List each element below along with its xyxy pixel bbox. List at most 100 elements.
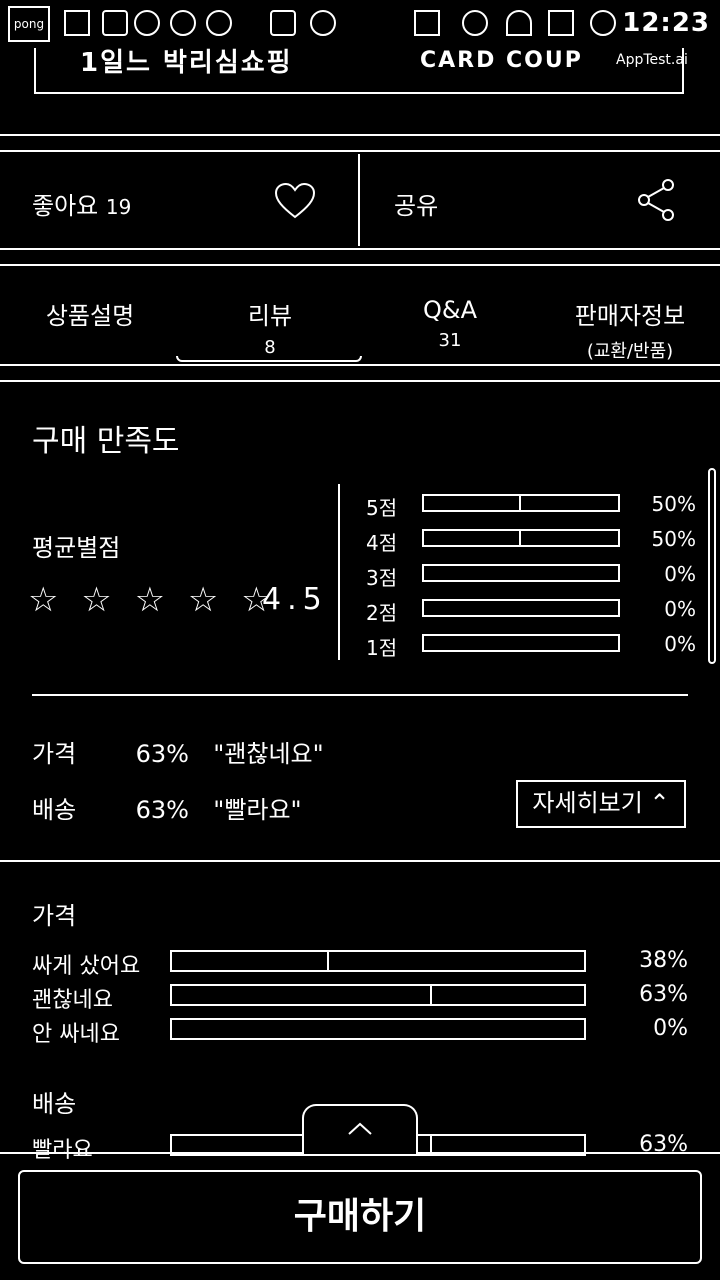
divider: [0, 134, 720, 136]
row-label: 싸게 샀어요: [32, 954, 141, 979]
price-label: 가격: [32, 740, 77, 768]
tab-label: 상품설명: [45, 302, 135, 330]
delivery-summary: 배송 63% "빨라요": [32, 790, 302, 825]
rating-row: 2점 0%: [366, 597, 696, 625]
rating-row: 1점 0%: [366, 632, 696, 660]
breakdown-row: 안 싸네요 0%: [32, 1016, 688, 1047]
like-button[interactable]: 좋아요 19: [0, 152, 358, 248]
row-label: 5점: [366, 496, 398, 520]
rating-row: 3점 0%: [366, 562, 696, 590]
share-icon: [638, 179, 674, 221]
row-percent: 63%: [639, 982, 688, 1007]
divider: [32, 694, 688, 696]
average-score: 4.5: [262, 582, 328, 617]
progress-bar: [422, 564, 620, 582]
row-label: 1점: [366, 636, 398, 660]
tab-reviews[interactable]: 리뷰 8: [180, 296, 360, 358]
row-label: 안 싸네요: [32, 1022, 120, 1047]
minus-icon: [462, 10, 488, 36]
divider: [338, 484, 340, 660]
chevron-up-icon: [348, 1122, 372, 1135]
progress-bar: [170, 950, 586, 972]
star-rating: ☆ ☆ ☆ ☆ ☆: [28, 580, 278, 620]
gallery-icon: [64, 10, 90, 36]
rating-row: 4점 50%: [366, 527, 696, 555]
tab-count: 8: [264, 337, 276, 358]
tab-label: 리뷰: [247, 302, 293, 330]
rating-row: 5점 50%: [366, 492, 696, 520]
progress-bar: [422, 599, 620, 617]
apptest-label: AppTest.ai: [616, 52, 688, 68]
progress-fill: [424, 496, 521, 510]
app-logo: pong: [8, 6, 50, 42]
progress-fill: [172, 986, 432, 1004]
progress-bar: [170, 1018, 586, 1040]
row-label: 4점: [366, 531, 398, 555]
see-more-button[interactable]: 자세히보기 ⌃: [516, 780, 686, 828]
buy-button[interactable]: 구매하기: [18, 1170, 702, 1264]
price-breakdown-title: 가격: [32, 902, 77, 930]
share-label: 공유: [394, 192, 439, 220]
delivery-comment: "빨라요": [213, 796, 302, 824]
divider: [0, 364, 720, 366]
divider: [0, 150, 720, 152]
like-label: 좋아요: [32, 192, 99, 220]
breakdown-row: 싸게 샀어요 38%: [32, 948, 688, 979]
divider: [358, 154, 360, 246]
like-count: 19: [105, 195, 132, 219]
row-percent: 50%: [651, 527, 696, 551]
tab-label: Q&A: [422, 296, 478, 324]
progress-fill: [424, 531, 521, 545]
row-percent: 0%: [664, 632, 696, 656]
divider: [0, 380, 720, 382]
add-icon: [206, 10, 232, 36]
banner-frame: [34, 48, 684, 94]
section-title: 구매 만족도: [32, 424, 180, 459]
row-percent: 0%: [653, 1016, 688, 1041]
divider: [0, 860, 720, 862]
tab-description[interactable]: 상품설명: [0, 296, 180, 331]
share-button[interactable]: 공유: [360, 152, 720, 248]
active-tab-indicator: [176, 356, 362, 362]
play-icon: [134, 10, 160, 36]
price-pct: 63%: [135, 740, 189, 768]
signal-icon: [548, 10, 574, 36]
row-percent: 0%: [664, 597, 696, 621]
row-label: 3점: [366, 566, 398, 590]
divider: [0, 248, 720, 250]
instagram-icon: [310, 10, 336, 36]
average-rating-label: 평균별점: [32, 534, 121, 562]
progress-fill: [172, 1136, 432, 1154]
calendar-icon: [102, 10, 128, 36]
banner-left-text: 1일느 박리심쇼핑: [80, 48, 293, 78]
progress-bar: [170, 984, 586, 1006]
progress-bar: [422, 494, 620, 512]
cast-icon: [414, 10, 440, 36]
banner-right-text: CARD COUP: [420, 48, 583, 73]
collapse-button[interactable]: [302, 1104, 418, 1154]
row-label: 빨라요: [32, 1138, 93, 1163]
breakdown-row: 괜찮네요 63%: [32, 982, 688, 1013]
heart-icon: [274, 182, 316, 219]
clock: 12:23: [622, 8, 710, 38]
settings-icon: [170, 10, 196, 36]
delivery-pct: 63%: [135, 796, 189, 824]
tab-seller-info[interactable]: 판매자정보 (교환/반품): [540, 296, 720, 363]
progress-fill: [172, 952, 329, 970]
status-bar: pong 12:23: [0, 0, 720, 50]
price-comment: "괜찮네요": [213, 740, 324, 768]
tab-sub-label: (교환/반품): [586, 341, 674, 362]
tab-label: 판매자정보: [574, 302, 686, 330]
row-percent: 0%: [664, 562, 696, 586]
row-percent: 50%: [651, 492, 696, 516]
delivery-label: 배송: [32, 796, 77, 824]
chart-icon: [270, 10, 296, 36]
scrollbar[interactable]: [708, 468, 716, 664]
delivery-breakdown-title: 배송: [32, 1090, 77, 1118]
row-label: 2점: [366, 601, 398, 625]
progress-bar: [422, 634, 620, 652]
price-summary: 가격 63% "괜찮네요": [32, 734, 324, 769]
tab-qna[interactable]: Q&A 31: [360, 296, 540, 351]
wifi-icon: [506, 10, 532, 36]
row-label: 괜찮네요: [32, 988, 113, 1013]
